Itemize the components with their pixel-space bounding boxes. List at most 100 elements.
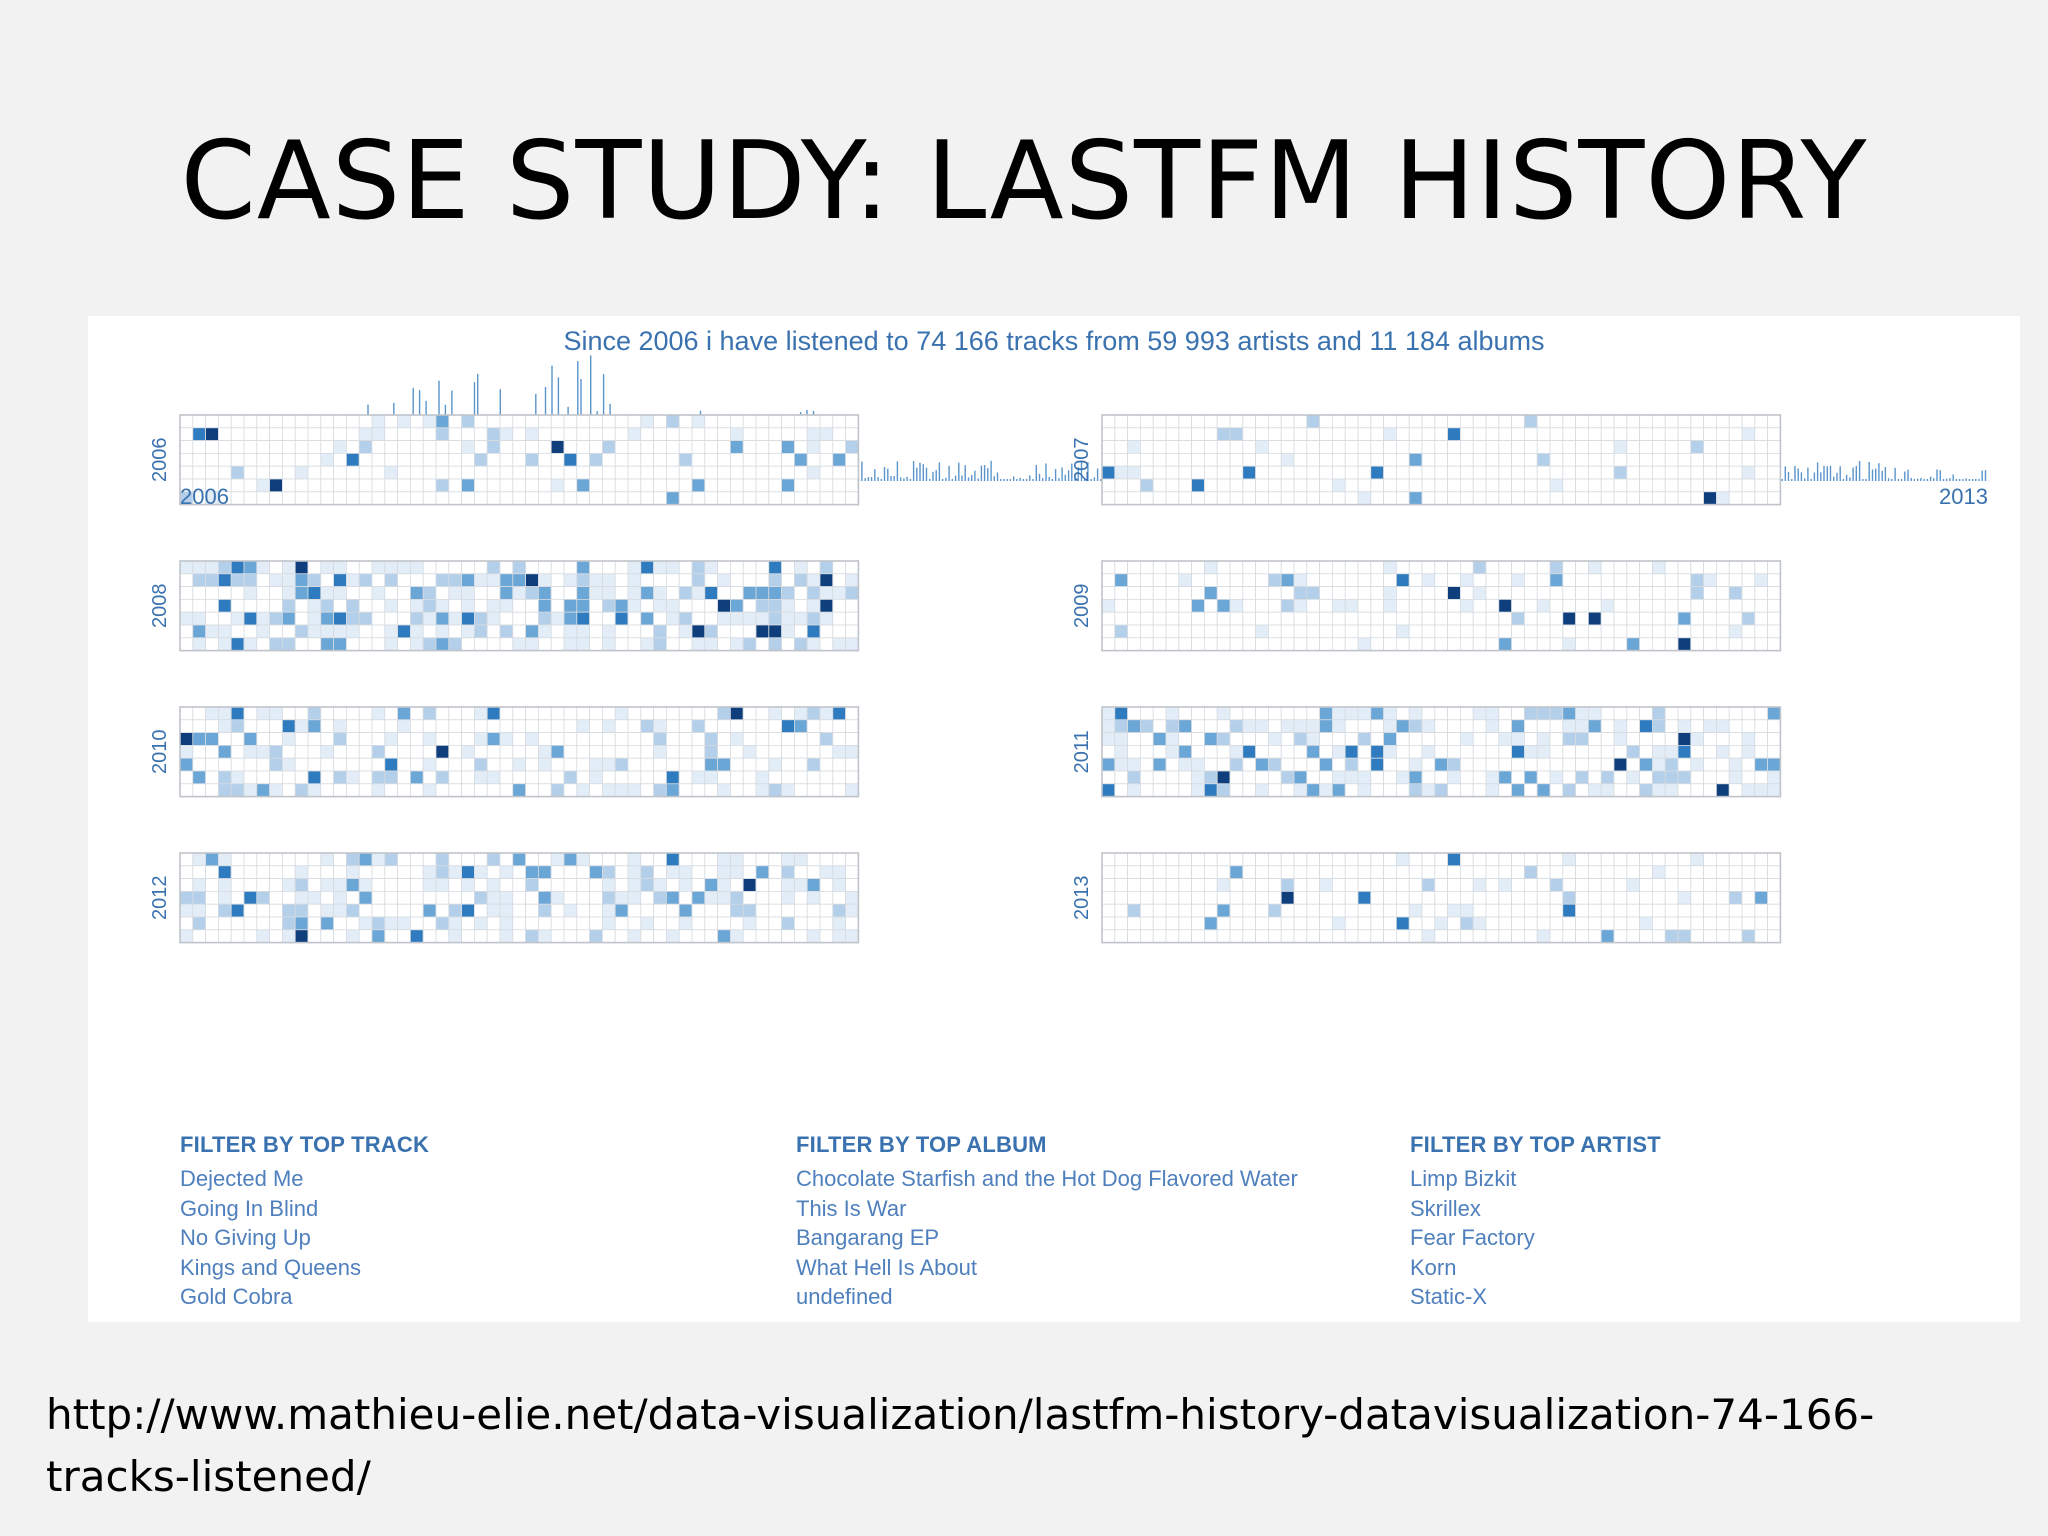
day-cell xyxy=(1229,637,1244,651)
day-cell xyxy=(1114,783,1129,797)
day-cell xyxy=(1191,783,1205,797)
day-cell xyxy=(345,770,360,785)
filter-artist-item[interactable]: Fear Factory xyxy=(1410,1225,1535,1250)
filter-artist-item[interactable]: Limp Bizkit xyxy=(1410,1166,1517,1191)
day-cell xyxy=(1152,852,1167,867)
day-cell xyxy=(294,637,309,651)
day-cell xyxy=(819,637,834,651)
day-cell xyxy=(1767,611,1781,626)
filter-album-item[interactable]: This Is War xyxy=(796,1195,907,1221)
day-cell xyxy=(794,465,808,480)
day-cell xyxy=(1421,414,1436,429)
day-cell xyxy=(1344,598,1359,613)
day-cell xyxy=(345,414,360,429)
day-cell xyxy=(1460,878,1474,892)
day-cell xyxy=(1306,770,1321,785)
day-cell xyxy=(1626,465,1641,480)
filter-album-item[interactable]: undefined xyxy=(796,1284,893,1309)
filter-album-item[interactable]: Bangarang EP xyxy=(796,1225,940,1250)
day-cell xyxy=(1472,865,1487,879)
day-cell xyxy=(1191,573,1205,587)
day-cell xyxy=(1204,624,1218,639)
day-cell xyxy=(307,744,322,759)
day-cell xyxy=(499,560,514,575)
day-cell xyxy=(1498,560,1513,575)
timeline-bar xyxy=(1035,465,1037,481)
timeline-bar xyxy=(1054,469,1057,481)
day-cell xyxy=(358,929,373,943)
day-cell xyxy=(384,732,398,746)
day-cell xyxy=(217,719,232,733)
day-cell xyxy=(1242,744,1257,759)
filter-track-item[interactable]: No Giving Up xyxy=(180,1225,311,1250)
day-cell xyxy=(345,560,360,575)
day-cell xyxy=(269,427,283,442)
day-cell xyxy=(499,929,514,943)
day-cell xyxy=(1677,637,1692,651)
day-cell xyxy=(768,465,782,480)
day-cell xyxy=(358,598,373,613)
filter-artist-item[interactable]: Skrillex xyxy=(1410,1195,1481,1221)
filter-track-item[interactable]: Kings and Queens xyxy=(180,1254,362,1280)
day-cell xyxy=(1600,573,1615,587)
day-cell xyxy=(704,427,718,442)
day-cell xyxy=(435,706,450,721)
day-cell xyxy=(1152,573,1167,587)
day-cell xyxy=(640,637,654,651)
day-cell xyxy=(1332,440,1346,454)
day-cell xyxy=(1319,491,1333,506)
day-cell xyxy=(473,452,488,467)
filter-artist-item[interactable]: Korn xyxy=(1410,1254,1457,1280)
day-cell xyxy=(422,624,437,639)
filter-album-item[interactable]: What Hell Is About xyxy=(796,1254,977,1280)
day-cell xyxy=(794,757,808,772)
day-cell xyxy=(1511,637,1525,651)
filter-album-item[interactable]: Chocolate Starfish and the Hot Dog Flavo… xyxy=(796,1166,1298,1191)
day-cell xyxy=(1524,852,1538,867)
day-cell xyxy=(1396,891,1410,905)
day-cell xyxy=(627,414,642,429)
filter-track-item[interactable]: Going In Blind xyxy=(180,1195,319,1221)
day-cell xyxy=(755,452,770,467)
day-cell xyxy=(845,706,859,721)
day-cell xyxy=(1511,465,1525,480)
day-cell xyxy=(461,452,475,467)
day-cell xyxy=(422,611,437,626)
day-cell xyxy=(256,560,271,575)
filter-artist-item[interactable]: Static-X xyxy=(1410,1284,1488,1309)
day-cell xyxy=(1152,624,1167,639)
day-cell xyxy=(1127,783,1141,797)
day-cell xyxy=(1140,878,1154,892)
day-cell xyxy=(627,560,642,575)
day-cell xyxy=(730,560,744,575)
day-cell xyxy=(1268,573,1282,587)
day-cell xyxy=(627,744,642,759)
day-cell xyxy=(1536,783,1551,797)
day-cell xyxy=(614,706,629,721)
timeline-bar xyxy=(935,470,937,481)
day-cell xyxy=(1370,465,1385,480)
day-cell xyxy=(1549,624,1564,639)
day-cell xyxy=(217,878,232,892)
day-cell xyxy=(1741,624,1756,639)
timeline-bar xyxy=(980,465,983,481)
day-cell xyxy=(1114,852,1129,867)
day-cell xyxy=(1127,465,1141,480)
day-cell xyxy=(243,586,258,600)
filter-track-item[interactable]: Gold Cobra xyxy=(180,1284,293,1309)
filter-track-item[interactable]: Dejected Me xyxy=(180,1166,304,1191)
day-cell xyxy=(768,903,782,918)
day-cell xyxy=(1255,637,1269,651)
day-cell xyxy=(1383,852,1397,867)
day-cell xyxy=(435,903,450,918)
day-cell xyxy=(1549,903,1564,918)
source-url[interactable]: http://www.mathieu-elie.net/data-visuali… xyxy=(46,1390,1875,1501)
day-cell xyxy=(320,878,335,892)
day-cell xyxy=(845,865,859,879)
day-cell xyxy=(1242,878,1257,892)
day-cell xyxy=(653,852,667,867)
day-cell xyxy=(1703,878,1717,892)
calendar-frame xyxy=(179,560,860,652)
day-cell xyxy=(1754,783,1769,797)
day-cell xyxy=(1588,465,1602,480)
